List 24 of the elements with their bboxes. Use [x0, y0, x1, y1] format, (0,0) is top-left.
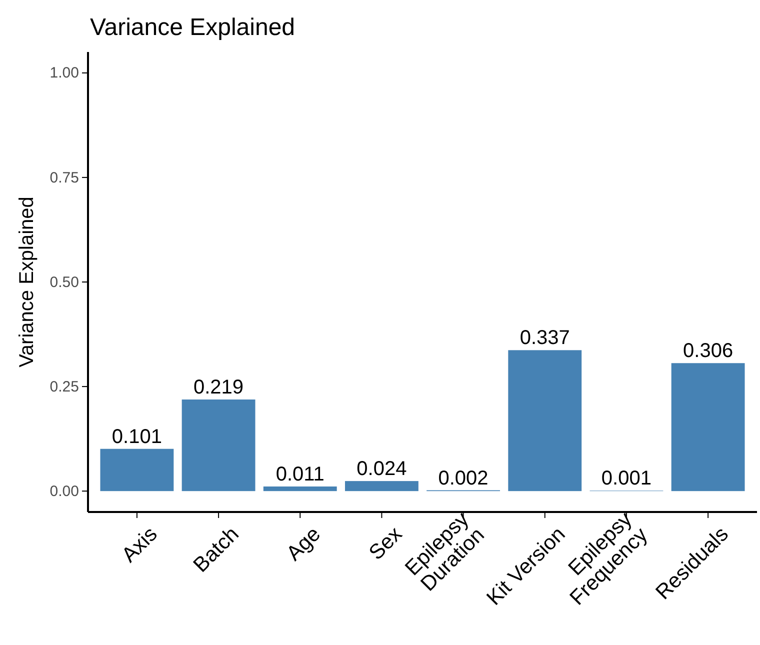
bar	[182, 400, 256, 492]
bar	[508, 350, 582, 492]
x-tick-label: Sex	[364, 522, 407, 564]
bar	[671, 363, 745, 492]
data-label: 0.306	[683, 340, 734, 362]
y-axis-title: Variance Explained	[16, 196, 38, 368]
y-tick-label: 0.50	[50, 274, 79, 291]
x-tick-label: Age	[282, 522, 326, 566]
data-label: 0.002	[438, 467, 488, 490]
data-label: 0.011	[276, 463, 324, 486]
y-tick-label: 1.00	[50, 64, 79, 82]
data-label: 0.219	[194, 376, 244, 399]
data-label: 0.101	[112, 426, 162, 448]
y-tick-label: 0.25	[50, 378, 79, 396]
bar	[100, 448, 174, 492]
y-tick-label: 0.75	[50, 169, 79, 186]
bar	[344, 481, 418, 492]
y-tick-label: 0.00	[50, 482, 79, 500]
data-label: 0.001	[601, 468, 652, 490]
x-tick-label: Axis	[118, 522, 162, 567]
data-label: 0.337	[520, 327, 570, 350]
bar	[263, 486, 337, 492]
data-label: 0.024	[356, 458, 407, 480]
chart-title: Variance Explained	[90, 14, 296, 41]
